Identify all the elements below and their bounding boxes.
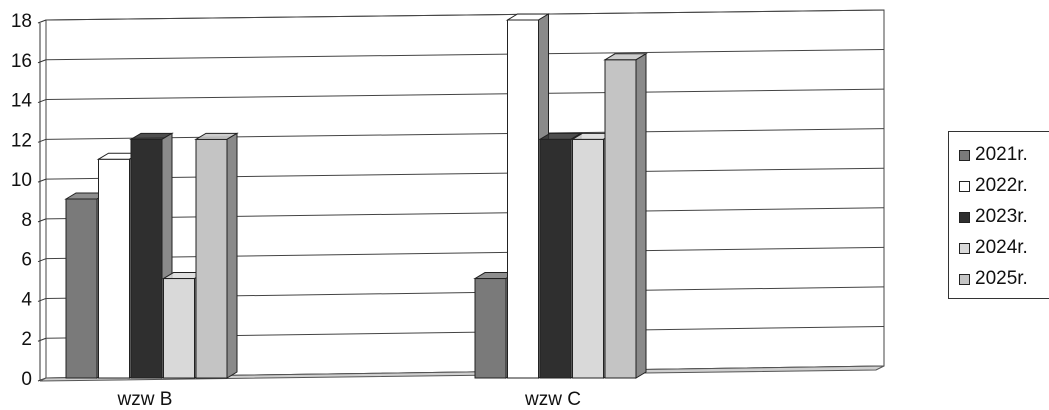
y-tick-mark [37,218,47,223]
gridline [45,246,885,260]
legend-label: 2022r. [975,175,1028,196]
y-tick-label: 16 [11,51,32,72]
y-tick-mark [37,337,47,342]
y-tick-label: 0 [21,369,32,390]
axis-labels: 0 2 4 6 8 10 12 14 16 18 wzw B wzw C [11,11,581,410]
bar [473,271,518,379]
x-category-label: wzw C [524,389,581,410]
grid-lines [45,9,885,379]
y-tick-mark [37,258,47,263]
y-tick-label: 2 [21,329,32,350]
y-tick-mark [37,178,47,183]
bar [603,52,648,379]
legend-item: 2021r. [959,142,1028,168]
legend-item: 2024r. [959,235,1028,261]
legend-label: 2024r. [975,237,1028,258]
legend: 2021r. 2022r. 2023r. 2024r. 2025r. [948,131,1049,299]
bars [64,13,648,379]
legend-label: 2021r. [975,144,1028,165]
y-tick-label: 10 [11,170,32,191]
y-tick-mark [37,138,47,143]
legend-item: 2022r. [959,173,1028,199]
gridline [45,128,885,140]
y-tick-mark [37,59,47,64]
y-tick-label: 12 [11,130,32,151]
legend-label: 2023r. [975,206,1028,227]
legend-item: 2025r. [959,266,1028,292]
y-tick-label: 6 [21,250,32,271]
y-tick-label: 4 [21,289,32,310]
legend-swatch [959,242,970,254]
gridline [45,49,885,61]
gridline [45,9,885,21]
y-tick-mark [37,99,47,104]
gridline [45,207,885,220]
bar-chart: 0 2 4 6 8 10 12 14 16 18 wzw B wzw C [11,9,885,410]
y-tick-mark [37,19,47,24]
legend-item: 2023r. [959,204,1028,230]
y-tick-label: 18 [11,11,32,32]
bar [194,132,239,379]
y-tick-label: 8 [21,210,32,231]
gridline [45,167,885,180]
y-tick-mark [37,297,47,302]
legend-swatch [959,180,970,192]
legend-swatch [959,149,970,161]
gridline [45,88,885,101]
legend-swatch [959,211,970,223]
legend-label: 2025r. [975,268,1028,289]
y-tick-label: 14 [11,91,33,112]
legend-swatch [959,273,970,285]
x-category-label: wzw B [117,389,173,410]
